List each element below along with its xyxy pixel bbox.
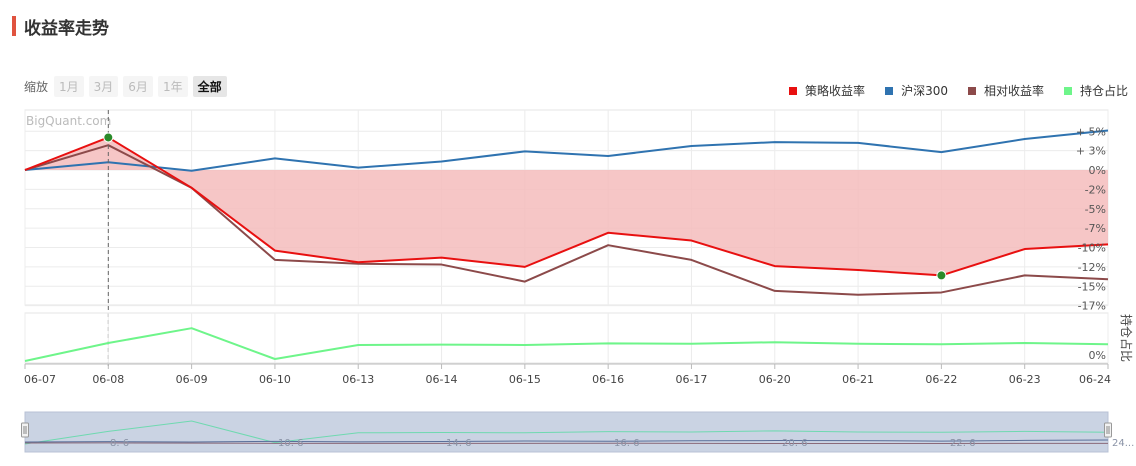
x-tick-label: 06-15 — [509, 373, 541, 386]
y-tick-label: -15% — [1078, 280, 1106, 293]
y-tick-label: -2% — [1085, 183, 1106, 196]
strategy-line — [24, 136, 1109, 277]
y-tick-label: -5% — [1085, 203, 1106, 216]
page-title: 收益率走势 — [24, 18, 109, 39]
navigator-tick-label: 8. 6 — [110, 438, 129, 449]
strategy-area-fill — [25, 137, 1108, 276]
navigator-tick-label: 16. 6 — [614, 438, 639, 449]
navigator-handle-left[interactable] — [21, 422, 29, 438]
navigator-tick-label: 22. 6 — [950, 438, 975, 449]
series-markers — [103, 132, 947, 281]
chart-title-bar: 收益率走势 — [12, 15, 109, 39]
position-plot-border — [24, 312, 1109, 364]
chart-legend: 策略收益率 沪深300 相对收益率 持仓占比 — [769, 82, 1128, 99]
x-tick-label: 06-09 — [176, 373, 208, 386]
legend-label-benchmark: 沪深300 — [901, 84, 948, 98]
navigator-position-line — [24, 420, 1109, 445]
zoom-controls: 缩放 1月 3月 6月 1年 全部 — [24, 76, 232, 97]
navigator-benchmark-line — [24, 439, 1109, 443]
x-tick-label: 06-23 — [1009, 373, 1041, 386]
position-y-axis: 0% 持仓占比 — [1089, 314, 1134, 362]
relative-line — [24, 144, 1109, 296]
x-tick-label: 06-14 — [426, 373, 458, 386]
x-tick-label: 06-16 — [592, 373, 624, 386]
navigator-tick-label: 24... — [1112, 438, 1134, 449]
x-tick-label: 06-13 — [342, 373, 374, 386]
y-tick-label: -7% — [1085, 222, 1106, 235]
y-tick-label: + 5% — [1076, 125, 1106, 138]
legend-swatch-relative — [967, 86, 976, 95]
legend-label-position: 持仓占比 — [1079, 84, 1128, 98]
navigator-handle-right[interactable] — [1104, 422, 1112, 438]
x-tick-label: 06-10 — [259, 373, 291, 386]
zoom-button-1m[interactable]: 1月 — [54, 76, 84, 97]
legend-swatch-strategy — [789, 86, 798, 95]
title-accent-bar — [12, 16, 16, 36]
position-axis-title: 持仓占比 — [1119, 314, 1134, 362]
y-tick-label: 0% — [1089, 164, 1106, 177]
x-tick-label: 06-20 — [759, 373, 791, 386]
x-tick-label: 06-22 — [925, 373, 957, 386]
zoom-button-3m[interactable]: 3月 — [88, 76, 119, 97]
position-line — [24, 327, 1109, 362]
legend-item-position[interactable]: 持仓占比 — [1063, 82, 1128, 99]
zoom-button-all[interactable]: 全部 — [192, 76, 227, 97]
watermark: BigQuant.com — [26, 114, 111, 128]
zoom-button-1y[interactable]: 1年 — [157, 76, 188, 97]
y-tick-label: -17% — [1078, 300, 1106, 313]
main-y-axis: + 5% + 3% 0% -2% -5% -7% -10% -12% -15% -17% — [1076, 125, 1106, 312]
x-tick-label: 06-21 — [842, 373, 874, 386]
navigator-relative-line — [24, 442, 1109, 444]
y-tick-label: + 3% — [1076, 145, 1106, 158]
zoom-button-6m[interactable]: 6月 — [123, 76, 153, 97]
point-marker-0 — [103, 132, 114, 143]
benchmark-line — [24, 129, 1109, 172]
legend-item-strategy[interactable]: 策略收益率 — [789, 82, 865, 99]
legend-item-relative[interactable]: 相对收益率 — [967, 82, 1044, 99]
navigator-tick-label: 14. 6 — [446, 438, 471, 449]
point-marker-1 — [936, 270, 947, 281]
y-tick-label: -10% — [1078, 242, 1106, 255]
main-series-lines — [24, 129, 1109, 296]
legend-swatch-position — [1063, 86, 1072, 95]
legend-swatch-benchmark — [885, 86, 894, 95]
legend-label-strategy: 策略收益率 — [805, 84, 866, 98]
navigator[interactable]: 8. 6 10. 6 14. 6 16. 6 20. 6 22. 6 24... — [21, 411, 1135, 453]
y-tick-label: -12% — [1078, 261, 1106, 274]
position-series — [24, 327, 1109, 362]
x-tick-label: 06-17 — [675, 373, 707, 386]
navigator-tick-label: 20. 6 — [782, 438, 807, 449]
x-tick-label: 06-07 — [24, 373, 56, 386]
legend-label-relative: 相对收益率 — [983, 84, 1044, 98]
strategy-area — [25, 137, 1108, 276]
x-axis: 06-07 06-08 06-09 06-10 06-13 06-14 06-15 06-16… — [24, 363, 1111, 386]
y-tick-label: 0% — [1089, 349, 1106, 362]
x-tick-label: 06-08 — [92, 373, 124, 386]
position-plot-grid — [24, 312, 1109, 364]
navigator-tick-label: 10. 6 — [278, 438, 303, 449]
legend-item-benchmark[interactable]: 沪深300 — [885, 82, 948, 99]
x-tick-label: 06-24 — [1079, 373, 1111, 386]
zoom-label: 缩放 — [24, 80, 49, 94]
